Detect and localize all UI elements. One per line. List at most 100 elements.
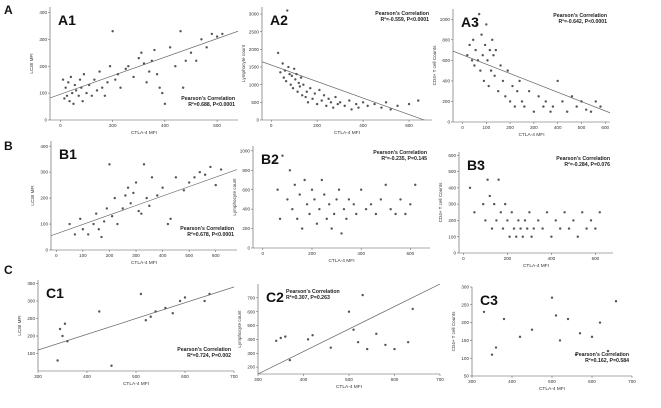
data-point-a1 [95,89,99,92]
data-point-a2 [366,104,369,108]
data-point-b3 [510,211,513,214]
data-point-a2 [286,9,289,12]
panel-a2: 0 200 400 600 0 500 1000 1500 2000 2500 3000 CTLA-4… [241,7,432,136]
x-tick-label-a2: 0 [270,123,273,128]
data-point-c3 [490,353,494,356]
y-tick-label-c3: 150 [461,338,469,343]
data-point-a1 [61,78,65,81]
data-point-b3 [530,235,533,238]
data-point-b2 [389,207,392,211]
data-point-b1 [110,215,114,218]
x-tick-label-b1: 600 [212,253,220,258]
data-point-b2 [323,193,326,196]
data-point-a3 [496,89,500,93]
y-tick-label-c3: 100 [461,356,469,361]
data-point-a3 [532,110,536,113]
y-tick-label-a2: 2000 [249,47,260,52]
data-point-a1 [72,102,75,106]
data-point-c2 [384,343,387,347]
data-point-b1 [161,186,164,189]
data-point-a1 [215,35,219,38]
fit-line-a3 [453,50,610,114]
fit-line-b1 [51,169,237,237]
x-tick-label-c1: 600 [181,374,189,379]
x-axis-label-b3: CTLA-4 MFI [523,263,549,269]
data-point-a3 [485,23,488,26]
data-point-a1 [77,94,80,97]
y-tick-label-c2: 700 [247,295,255,300]
data-point-a2 [295,72,298,76]
y-tick-label-a1: 300 [39,37,47,42]
correlation-stat-a1: R²=0.688, P<0.0001 [188,102,235,108]
data-point-a2 [357,106,360,109]
data-point-c1 [58,327,62,331]
data-point-b1 [121,207,124,210]
data-point-a3 [506,69,509,72]
data-point-b2 [305,203,309,206]
data-point-a2 [279,71,282,74]
y-axis-label-a3: CD4+ T cell Counts [432,45,437,85]
data-point-a3 [518,79,521,83]
data-point-a2 [282,76,286,79]
data-point-b3 [541,227,544,230]
y-tick-label-b3: 200 [448,218,456,223]
data-point-a3 [523,105,526,108]
data-point-c1 [164,306,167,310]
data-point-c2 [411,307,414,311]
data-point-a1 [150,59,154,63]
y-tick-label-b3: 600 [448,153,456,158]
data-point-a3 [479,69,482,72]
data-point-b3 [468,186,472,190]
data-point-c2 [306,338,310,341]
data-point-a3 [594,100,597,103]
data-point-a1 [70,91,74,95]
x-tick-label-b1: 300 [132,253,140,258]
y-tick-label-a3: 200 [442,99,450,104]
data-point-a3 [481,54,484,57]
data-point-b1 [126,186,130,189]
data-point-b1 [142,163,146,166]
data-point-b1 [68,222,71,226]
data-point-a2 [384,101,388,104]
x-tick-label-b2: 600 [406,251,414,256]
y-tick-label-c2: 500 [247,323,255,328]
data-point-b3 [526,227,529,230]
data-point-a3 [544,100,547,103]
data-point-c1 [144,319,147,322]
data-point-b2 [330,227,333,230]
panel-c2: 300 400 500 600 700 200 300 400 500 600 700 CTLA-4 … [237,284,444,390]
data-point-a2 [396,104,399,108]
data-point-c1 [98,310,101,313]
data-point-a3 [585,108,588,111]
x-axis-label-a2: CTLA-4 MFI [334,130,360,136]
x-tick-label-a1: 600 [213,123,221,128]
x-tick-label-b1: 100 [79,253,87,258]
panel-label-c1: C1 [46,285,64,301]
data-point-a2 [325,104,328,108]
data-point-a3 [580,100,583,103]
data-point-b1 [150,176,154,179]
data-point-a3 [488,48,492,52]
data-point-b2 [345,217,348,221]
y-tick-label-a2: 500 [251,100,259,105]
y-tick-label-c2: 600 [247,309,255,314]
data-point-a1 [163,102,167,106]
data-point-b1 [169,217,172,221]
data-point-c1 [149,315,152,318]
y-axis-label-c1: LC3II MFI [17,315,22,335]
panel-label-b3: B3 [467,157,485,173]
data-point-a1 [68,99,71,103]
data-point-a2 [327,97,330,101]
data-point-c2 [284,335,287,338]
data-point-a3 [482,79,486,83]
data-point-c1 [171,312,174,315]
data-point-a2 [315,102,319,106]
x-axis-label-c1: CTLA-4 MFI [123,381,149,387]
data-point-a1 [82,73,86,76]
data-point-c1 [183,296,187,299]
y-axis-label-c3: CD4+ T cell Counts [451,311,456,351]
data-point-c1 [56,359,59,362]
data-point-a1 [210,32,214,36]
x-tick-label-c2: 600 [391,377,399,382]
